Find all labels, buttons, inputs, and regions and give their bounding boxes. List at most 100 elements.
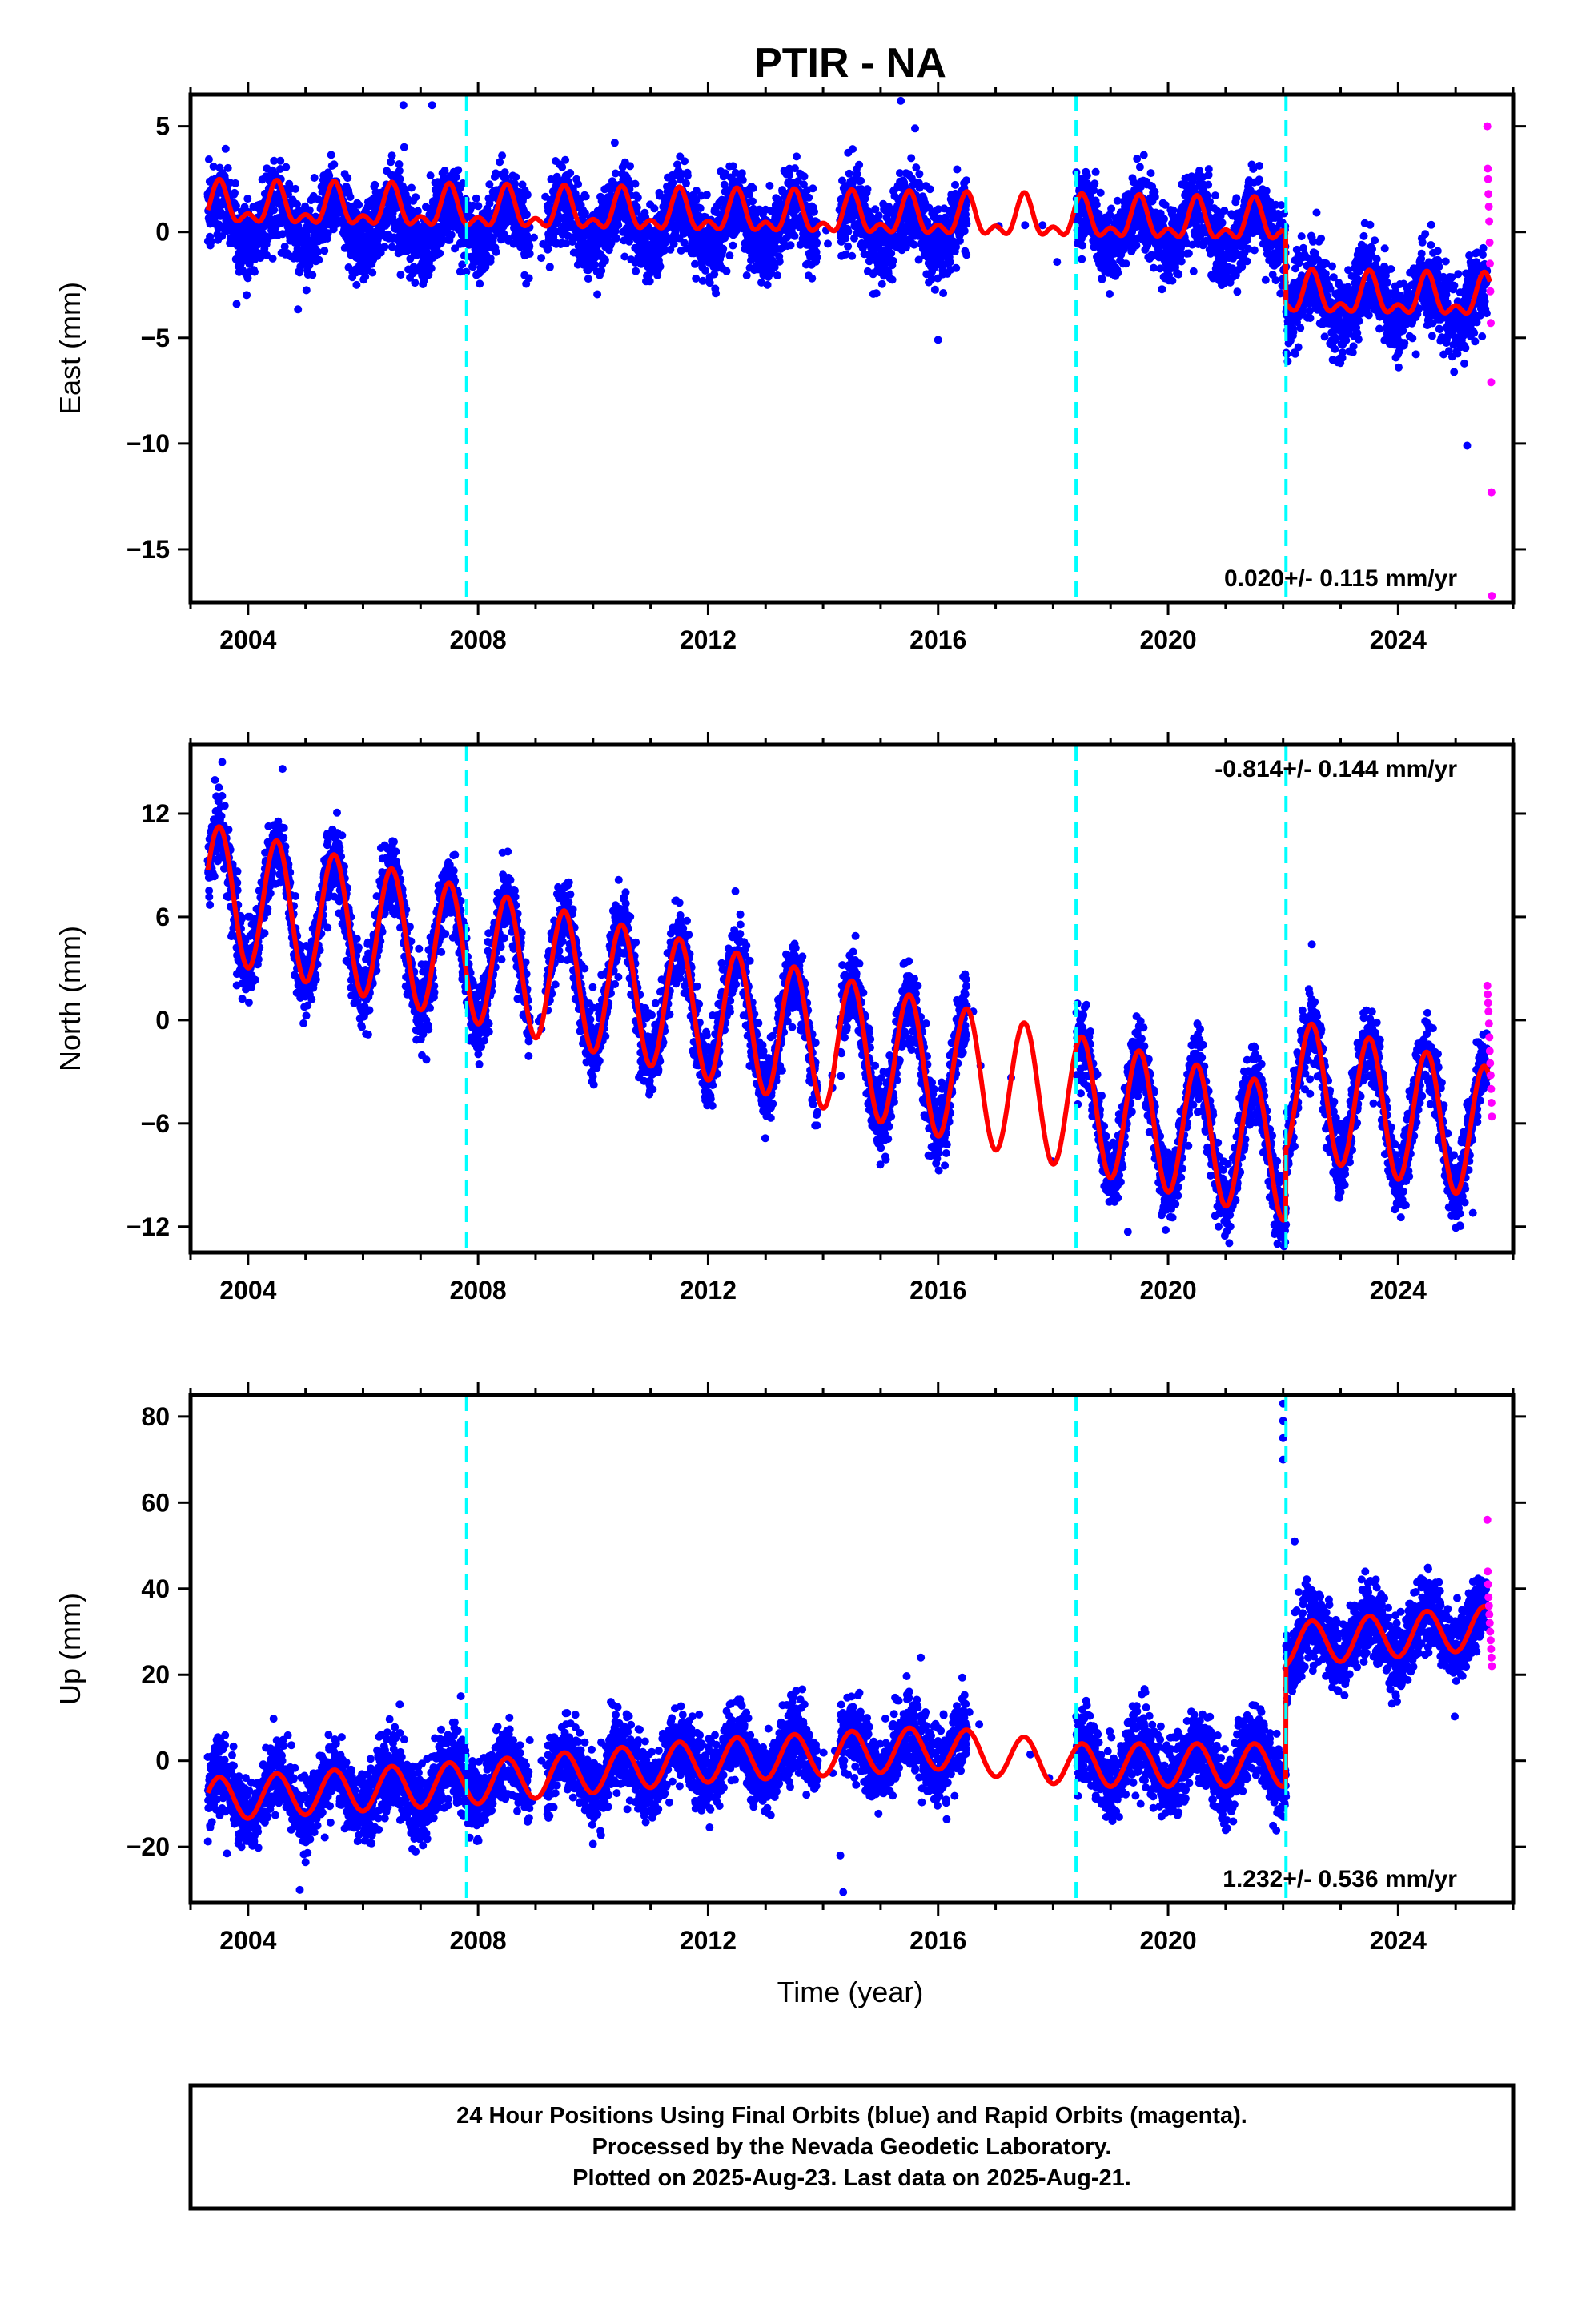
east-final-orbit-points: [203, 96, 1492, 450]
east-final-point: [1177, 257, 1186, 266]
east-final-point: [1090, 179, 1099, 188]
east-final-point: [1160, 215, 1168, 223]
east-final-point: [683, 171, 692, 180]
east-final-point: [722, 267, 731, 275]
east-final-point: [844, 242, 853, 251]
east-final-point: [1082, 171, 1091, 180]
east-final-point: [396, 271, 405, 279]
east-final-point: [231, 202, 240, 211]
east-final-point: [775, 257, 784, 266]
east-final-point: [841, 234, 850, 243]
east-final-point: [1174, 270, 1183, 279]
east-final-point: [863, 185, 872, 194]
east-final-point: [813, 239, 821, 247]
east-final-point: [1135, 163, 1144, 171]
east-final-point: [1139, 151, 1148, 159]
east-final-point: [1132, 241, 1141, 250]
east-final-point: [474, 202, 483, 211]
east-final-point: [887, 249, 896, 258]
east-final-point: [612, 234, 620, 243]
east-final-point: [702, 191, 711, 199]
east-final-point: [1107, 204, 1116, 213]
east-final-point: [614, 221, 623, 230]
east-final-point: [452, 173, 460, 182]
east-final-point: [327, 151, 335, 159]
east-final-point: [346, 193, 355, 201]
east-final-point: [874, 211, 883, 220]
east-final-point: [330, 160, 339, 169]
east-final-point: [352, 280, 361, 289]
east-final-point: [872, 289, 881, 298]
east-final-point: [793, 152, 801, 161]
east-final-point: [512, 173, 520, 182]
east-final-point: [323, 229, 332, 238]
east-final-point: [742, 271, 751, 279]
east-final-point: [813, 253, 821, 262]
east-final-point: [1232, 194, 1241, 203]
east-plot-area: [203, 96, 1496, 601]
east-final-point: [1188, 177, 1197, 186]
east-final-point: [1158, 285, 1166, 294]
east-final-point: [809, 184, 817, 193]
east-final-point: [1096, 188, 1105, 197]
east-final-point: [1168, 276, 1177, 285]
east-final-point: [729, 162, 737, 171]
east-final-point: [610, 139, 619, 147]
east-final-point: [845, 169, 853, 178]
east-final-point: [1204, 165, 1213, 174]
east-final-point: [523, 191, 532, 199]
east-final-point: [857, 176, 865, 185]
east-final-point: [282, 163, 291, 171]
east-final-point: [492, 247, 500, 256]
east-final-point: [308, 271, 317, 279]
east-final-point: [1114, 268, 1122, 277]
east-final-point: [276, 156, 285, 165]
east-final-point: [1091, 167, 1100, 176]
east-final-point: [320, 247, 329, 255]
east-final-point: [558, 163, 567, 171]
east-final-point: [805, 193, 813, 202]
east-final-point: [294, 305, 303, 314]
east-final-point: [848, 251, 857, 260]
east-final-point: [1133, 155, 1142, 163]
east-final-point: [355, 200, 363, 209]
east-final-point: [785, 171, 794, 179]
east-final-point: [808, 274, 817, 283]
east-final-point: [525, 249, 534, 258]
east-final-point: [436, 249, 444, 258]
east-final-point: [310, 174, 319, 182]
east-final-point: [400, 143, 408, 151]
east-final-point: [270, 206, 279, 215]
east-final-point: [951, 180, 959, 189]
east-final-point: [426, 171, 435, 180]
east-final-point: [427, 264, 436, 273]
east-final-point: [1184, 249, 1193, 258]
east-final-point: [712, 289, 721, 298]
east-final-point: [1204, 180, 1213, 189]
east-final-point: [574, 180, 583, 188]
east-final-point: [682, 179, 690, 187]
east-final-point: [632, 267, 640, 275]
east-final-point: [1150, 192, 1159, 201]
east-final-point: [962, 219, 971, 228]
east-final-point: [926, 185, 934, 194]
east-final-point: [231, 179, 239, 187]
east-final-point: [411, 279, 420, 287]
east-final-point: [844, 227, 853, 236]
east-final-point: [632, 203, 641, 211]
east-final-point: [1078, 255, 1086, 263]
east-final-point: [907, 154, 916, 163]
east-final-point: [1211, 191, 1219, 200]
east-final-point: [584, 275, 592, 283]
east-final-point: [749, 184, 757, 192]
east-final-point: [581, 192, 590, 201]
east-final-point: [263, 251, 271, 259]
east-final-point: [243, 195, 252, 203]
east-final-point: [939, 289, 948, 297]
east-final-point: [960, 227, 969, 235]
east-final-point: [343, 174, 352, 183]
east-final-point: [243, 274, 252, 283]
east-final-point: [930, 285, 939, 294]
east-final-point: [786, 241, 795, 250]
